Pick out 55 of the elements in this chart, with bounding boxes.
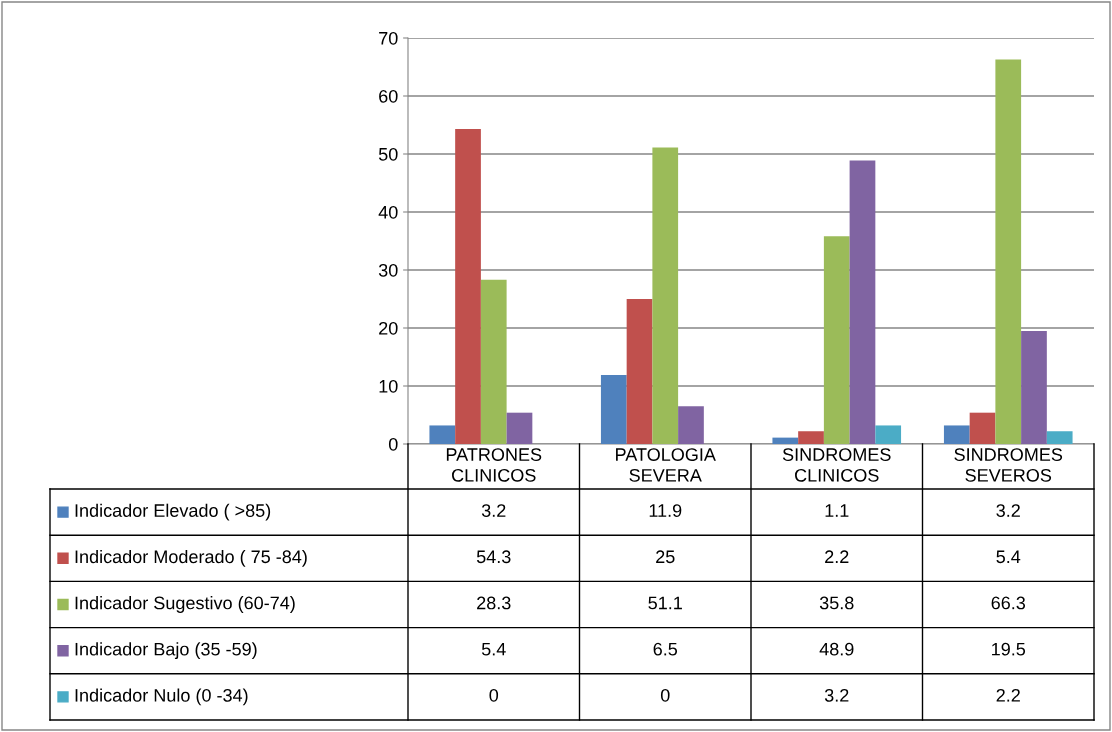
data-label: 0 <box>489 688 499 702</box>
bar <box>600 374 627 444</box>
data-label: 11.9 <box>649 504 682 517</box>
bar <box>678 406 704 444</box>
legend-label: Indicador Elevado ( >85) <box>75 503 271 521</box>
x-tick-label: SINDROMES CLINICOS <box>782 448 891 482</box>
bar <box>626 299 653 444</box>
bar <box>1021 330 1047 444</box>
bar <box>943 425 970 444</box>
data-label: 2.2 <box>825 550 849 563</box>
data-label: 0 <box>660 688 670 702</box>
y-tick-label: 0 <box>388 437 398 451</box>
data-label: 3.2 <box>481 504 506 517</box>
y-tick-label: 30 <box>378 263 398 277</box>
data-label: 2.2 <box>996 688 1020 702</box>
x-tick-label: PATOLOGIA SEVERA <box>616 448 716 482</box>
data-label: 28.3 <box>477 596 511 610</box>
bar <box>849 160 876 444</box>
bar <box>455 129 481 444</box>
x-tick-label: PATRONES CLINICOS <box>446 448 542 482</box>
bar <box>480 279 507 444</box>
bar <box>772 437 799 444</box>
bar <box>798 431 824 444</box>
y-tick-label: 70 <box>379 31 398 45</box>
data-label: 3.2 <box>996 504 1020 517</box>
y-tick-label: 50 <box>378 147 398 161</box>
data-label: 51.1 <box>648 596 682 610</box>
data-label: 25 <box>656 550 675 564</box>
x-tick-label: SINDROMES SEVEROS <box>954 448 1063 482</box>
bar <box>652 147 679 444</box>
bar <box>875 425 902 444</box>
data-label: 1.1 <box>825 504 849 517</box>
y-tick-label: 60 <box>379 89 398 103</box>
data-label: 5.4 <box>996 550 1021 564</box>
y-tick-label: 10 <box>379 379 398 393</box>
y-tick-label: 40 <box>378 205 398 219</box>
legend-label: Indicador Moderado ( 75 -84) <box>75 549 307 567</box>
data-label: 66.3 <box>991 596 1026 610</box>
bar <box>506 412 533 444</box>
data-label: 6.5 <box>653 642 678 656</box>
data-label: 35.8 <box>819 596 854 610</box>
bar <box>1046 431 1073 444</box>
bar <box>823 236 850 444</box>
y-tick-label: 20 <box>379 321 398 335</box>
legend-label: Indicador Nulo (0 -34) <box>75 688 248 706</box>
data-label: 54.3 <box>476 550 511 564</box>
data-label: 3.2 <box>824 688 849 702</box>
bar <box>429 425 456 444</box>
legend-label: Indicador Bajo (35 -59) <box>75 642 257 660</box>
data-label: 19.5 <box>992 642 1026 656</box>
bar <box>995 59 1022 444</box>
data-label: 5.4 <box>481 642 506 656</box>
legend-label: Indicador Sugestivo (60-74) <box>75 596 295 613</box>
data-label: 48.9 <box>819 642 854 656</box>
bar <box>969 412 996 444</box>
